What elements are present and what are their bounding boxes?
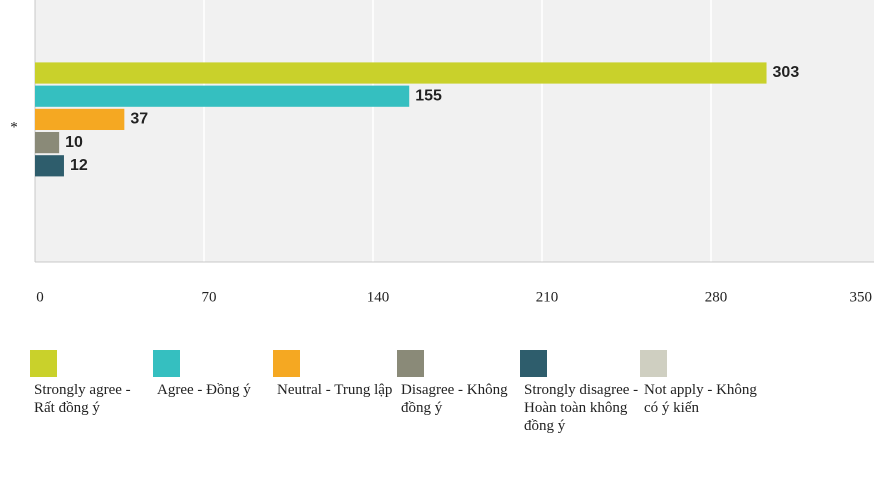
value-label: 303 <box>773 64 800 81</box>
plot-area <box>35 0 874 262</box>
legend-label: Strongly disagree - Hoàn toàn không đồng… <box>524 382 639 434</box>
bar <box>35 155 64 177</box>
bar <box>35 62 767 84</box>
legend-swatch <box>273 350 300 377</box>
legend-label: Strongly agree - Rất đồng ý <box>34 382 131 416</box>
legend-label: Disagree - Không đồng ý <box>401 382 508 416</box>
bar <box>35 85 410 107</box>
value-label: 10 <box>65 134 83 151</box>
bar <box>35 108 125 130</box>
legend-label: Not apply - Không có ý kiến <box>644 382 757 416</box>
legend-swatch <box>397 350 424 377</box>
bar <box>35 132 60 154</box>
legend-swatch <box>520 350 547 377</box>
legend-swatch <box>640 350 667 377</box>
x-tick-label: 70 <box>202 289 217 305</box>
x-tick-label: 140 <box>367 289 390 305</box>
legend-label: Agree - Đồng ý <box>157 382 251 398</box>
legend-swatch <box>153 350 180 377</box>
y-tick-label: * <box>10 119 18 135</box>
x-tick-label: 0 <box>36 289 44 305</box>
chart: 0 70 140 210 280 350 * 303 155 37 10 12 <box>10 0 874 305</box>
x-tick-label: 350 <box>850 289 873 305</box>
x-tick-label: 210 <box>536 289 559 305</box>
x-tick-label: 280 <box>705 289 728 305</box>
value-label: 12 <box>70 157 88 174</box>
value-label: 37 <box>130 111 148 128</box>
legend-label: Neutral - Trung lập <box>277 382 393 398</box>
legend-swatch <box>30 350 57 377</box>
value-label: 155 <box>415 87 442 104</box>
